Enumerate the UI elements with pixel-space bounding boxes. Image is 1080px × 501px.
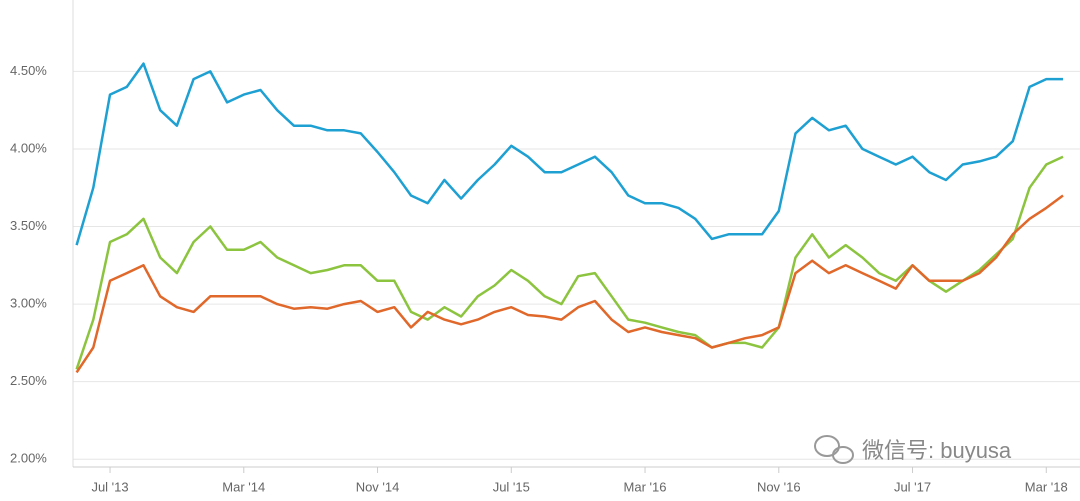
line-series [75,194,1064,374]
y-tick-label: 3.50% [10,218,47,233]
y-tick-label: 3.00% [10,296,47,311]
x-tick-label: Jul '17 [894,479,931,494]
x-tick-label: Mar '16 [624,479,667,494]
x-tick-label: Jul '15 [493,479,530,494]
x-tick-label: Jul '13 [91,479,128,494]
watermark: 微信号: buyusa [862,438,1012,463]
y-tick-label: 2.50% [10,373,47,388]
y-tick-label: 4.00% [10,140,47,155]
watermark-icon [814,435,854,464]
x-tick-label: Mar '18 [1025,479,1068,494]
x-tick-label: Mar '14 [222,479,265,494]
line-series [75,155,1064,370]
x-tick-label: Nov '16 [757,479,801,494]
y-tick-label: 4.50% [10,63,47,78]
line-series [75,62,1063,246]
x-tick-label: Nov '14 [356,479,400,494]
y-tick-label: 2.00% [10,451,47,466]
